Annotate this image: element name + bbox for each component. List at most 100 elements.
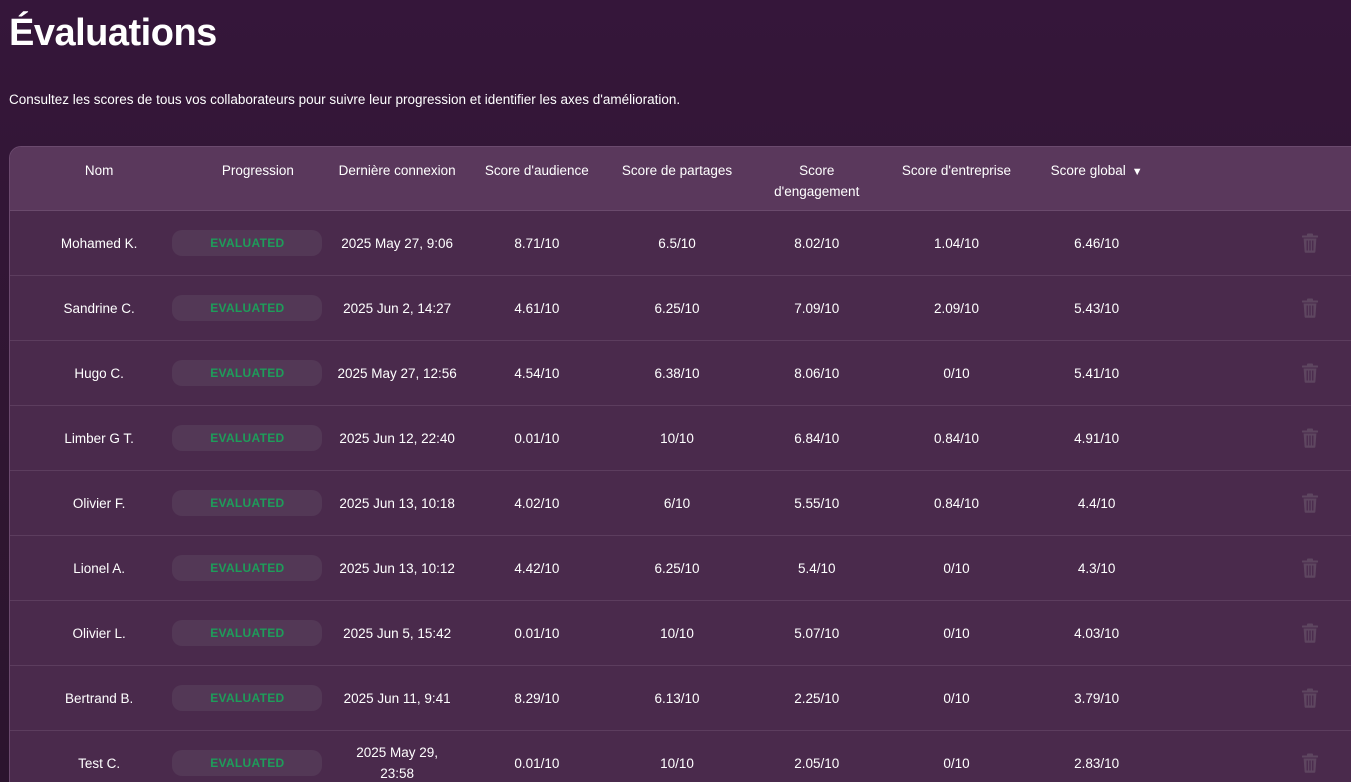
table-row[interactable]: Hugo C. EVALUATED 2025 May 27, 12:56 4.5… <box>10 341 1351 406</box>
trash-icon[interactable] <box>1301 233 1319 253</box>
cell-enterprise-score: 0/10 <box>943 690 970 706</box>
cell-audience-score: 4.54/10 <box>514 365 560 381</box>
cell-engagement-score: 5.07/10 <box>794 625 840 641</box>
cell-engagement-score: 8.06/10 <box>794 365 840 381</box>
column-header-shares[interactable]: Score de partages <box>621 163 733 178</box>
cell-audience-score: 4.42/10 <box>514 560 560 576</box>
cell-engagement-score: 7.09/10 <box>794 300 840 316</box>
table-row[interactable]: Mohamed K. EVALUATED 2025 May 27, 9:06 8… <box>10 211 1351 276</box>
cell-audience-score: 0.01/10 <box>514 430 560 446</box>
cell-shares-score: 10/10 <box>660 755 694 771</box>
cell-enterprise-score: 2.09/10 <box>933 300 979 316</box>
column-header-progress[interactable]: Progression <box>221 163 294 178</box>
cell-audience-score: 0.01/10 <box>514 755 560 771</box>
cell-name: Lionel A. <box>73 560 126 576</box>
table-row[interactable]: Sandrine C. EVALUATED 2025 Jun 2, 14:27 … <box>10 276 1351 341</box>
cell-progress: EVALUATED <box>172 750 327 776</box>
trash-icon[interactable] <box>1301 753 1319 773</box>
cell-audience-score: 8.29/10 <box>514 690 560 706</box>
status-badge: EVALUATED <box>172 425 323 451</box>
cell-engagement-score: 6.84/10 <box>794 430 840 446</box>
cell-last-login: 2025 Jun 13, 10:18 <box>339 495 455 511</box>
cell-last-login: 2025 May 29, 23:58 <box>328 742 467 782</box>
cell-actions <box>1167 428 1351 448</box>
column-header-global[interactable]: Score global ▼ <box>1027 147 1167 210</box>
cell-enterprise-score: 0.84/10 <box>933 430 979 446</box>
sort-descending-icon[interactable]: ▼ <box>1131 166 1143 178</box>
cell-name: Limber G T. <box>64 430 134 446</box>
status-badge: EVALUATED <box>172 750 323 776</box>
column-header-engagement[interactable]: Score d'engagement <box>747 147 886 210</box>
cell-progress: EVALUATED <box>172 425 327 451</box>
page-subtitle: Consultez les scores de tous vos collabo… <box>9 92 681 107</box>
cell-actions <box>1167 493 1351 513</box>
cell-enterprise-score: 0/10 <box>943 560 970 576</box>
trash-icon[interactable] <box>1301 298 1319 318</box>
cell-progress: EVALUATED <box>172 490 327 516</box>
cell-audience-score: 8.71/10 <box>514 235 560 251</box>
cell-global-score: 4.03/10 <box>1074 625 1120 641</box>
table-header: Nom Progression Dernière connexion Score… <box>10 147 1351 211</box>
cell-last-login: 2025 May 27, 9:06 <box>341 235 454 251</box>
column-header-engagement-line2: d'engagement <box>774 184 860 199</box>
trash-icon[interactable] <box>1301 363 1319 383</box>
status-badge: EVALUATED <box>172 490 323 516</box>
trash-icon[interactable] <box>1301 428 1319 448</box>
cell-global-score: 3.79/10 <box>1074 690 1120 706</box>
cell-actions <box>1167 233 1351 253</box>
table-body: Mohamed K. EVALUATED 2025 May 27, 9:06 8… <box>10 211 1351 782</box>
cell-progress: EVALUATED <box>172 295 327 321</box>
column-header-name[interactable]: Nom <box>84 163 114 178</box>
cell-enterprise-score: 0/10 <box>943 365 970 381</box>
cell-global-score: 6.46/10 <box>1074 235 1120 251</box>
table-row[interactable]: Test C. EVALUATED 2025 May 29, 23:58 0.01… <box>10 731 1351 782</box>
cell-progress: EVALUATED <box>172 360 327 386</box>
column-header-actions <box>1167 147 1351 210</box>
cell-enterprise-score: 0/10 <box>943 755 970 771</box>
cell-global-score: 4.3/10 <box>1077 560 1116 576</box>
cell-engagement-score: 8.02/10 <box>794 235 840 251</box>
table-row[interactable]: Olivier F. EVALUATED 2025 Jun 13, 10:18 … <box>10 471 1351 536</box>
cell-progress: EVALUATED <box>172 685 327 711</box>
cell-actions <box>1167 363 1351 383</box>
cell-engagement-score: 2.25/10 <box>794 690 840 706</box>
cell-actions <box>1167 623 1351 643</box>
cell-progress: EVALUATED <box>172 230 327 256</box>
cell-engagement-score: 2.05/10 <box>794 755 840 771</box>
cell-name: Test C. <box>78 755 121 771</box>
status-badge: EVALUATED <box>172 555 323 581</box>
cell-name: Sandrine C. <box>63 300 135 316</box>
cell-name: Mohamed K. <box>60 235 138 251</box>
cell-shares-score: 10/10 <box>660 430 694 446</box>
table-row[interactable]: Limber G T. EVALUATED 2025 Jun 12, 22:40… <box>10 406 1351 471</box>
trash-icon[interactable] <box>1301 558 1319 578</box>
column-header-audience[interactable]: Score d'audience <box>484 163 589 178</box>
trash-icon[interactable] <box>1301 623 1319 643</box>
status-badge: EVALUATED <box>172 620 323 646</box>
cell-last-login-line1: 2025 May 29, <box>356 745 439 760</box>
table-row[interactable]: Lionel A. EVALUATED 2025 Jun 13, 10:12 4… <box>10 536 1351 601</box>
cell-last-login: 2025 Jun 2, 14:27 <box>343 300 452 316</box>
cell-enterprise-score: 0.84/10 <box>933 495 979 511</box>
trash-icon[interactable] <box>1301 688 1319 708</box>
cell-enterprise-score: 1.04/10 <box>933 235 979 251</box>
cell-engagement-score: 5.4/10 <box>797 560 836 576</box>
column-header-enterprise[interactable]: Score d'entreprise <box>901 163 1012 178</box>
evaluations-table: Nom Progression Dernière connexion Score… <box>9 146 1351 782</box>
column-header-last-login[interactable]: Dernière connexion <box>338 163 456 178</box>
status-badge: EVALUATED <box>172 230 323 256</box>
cell-name: Olivier L. <box>72 625 126 641</box>
cell-shares-score: 6/10 <box>663 495 691 511</box>
column-header-engagement-line1: Score <box>799 163 835 178</box>
trash-icon[interactable] <box>1301 493 1319 513</box>
cell-global-score: 5.41/10 <box>1074 365 1120 381</box>
cell-progress: EVALUATED <box>172 620 327 646</box>
page-title: Évaluations <box>9 12 217 54</box>
cell-name: Hugo C. <box>74 365 124 381</box>
cell-global-score: 4.91/10 <box>1074 430 1120 446</box>
cell-shares-score: 6.13/10 <box>654 690 700 706</box>
table-row[interactable]: Olivier L. EVALUATED 2025 Jun 5, 15:42 0… <box>10 601 1351 666</box>
cell-shares-score: 10/10 <box>660 625 694 641</box>
cell-audience-score: 4.02/10 <box>514 495 560 511</box>
table-row[interactable]: Bertrand B. EVALUATED 2025 Jun 11, 9:41 … <box>10 666 1351 731</box>
